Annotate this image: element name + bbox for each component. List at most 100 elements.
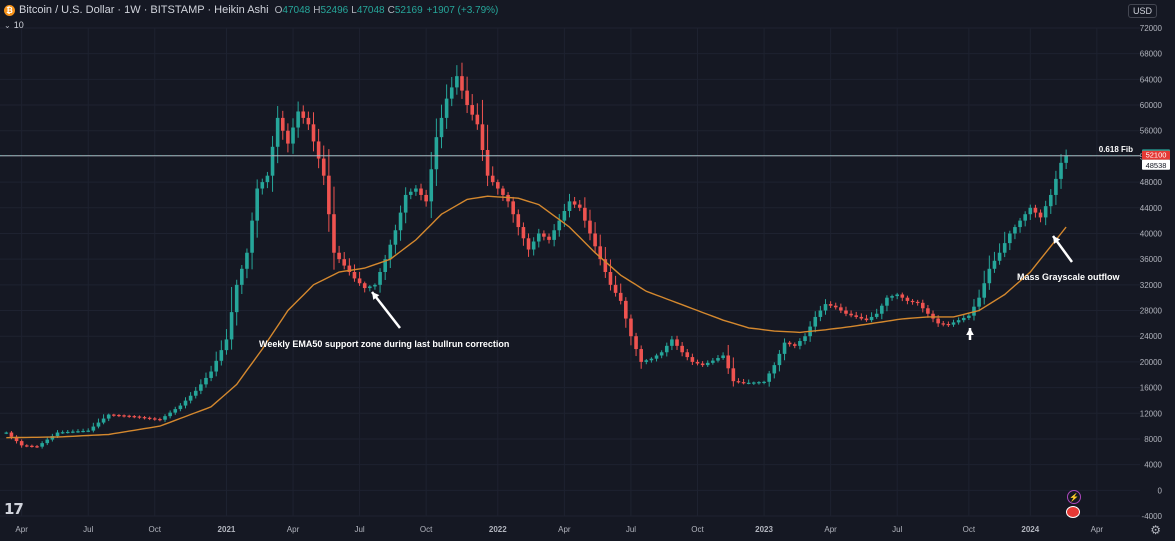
candle-body xyxy=(152,418,157,420)
candle-body xyxy=(844,310,848,314)
time-tick-label: Apr xyxy=(1091,525,1104,534)
fib-price-label-box xyxy=(1142,150,1170,160)
candle-body xyxy=(403,194,408,213)
candle-body xyxy=(931,313,935,319)
candle-body xyxy=(286,130,290,144)
candle-body xyxy=(951,322,956,325)
candle-body xyxy=(833,305,838,308)
candle-body xyxy=(65,431,70,434)
candle-body xyxy=(24,445,29,447)
high-label: H xyxy=(313,4,321,16)
candle-body xyxy=(275,117,280,147)
candle-body xyxy=(19,441,24,446)
candle-body xyxy=(81,430,85,433)
candle-body xyxy=(362,283,367,289)
candle-body xyxy=(864,318,869,321)
tradingview-logo[interactable]: 17 xyxy=(4,500,24,518)
gear-icon[interactable]: ⚙ xyxy=(1150,523,1161,537)
candle-body xyxy=(332,214,336,253)
price-tick-label: 8000 xyxy=(1144,435,1162,444)
candle-body xyxy=(444,98,449,118)
candle-body xyxy=(35,446,39,448)
candle-body xyxy=(818,310,823,317)
candle-body xyxy=(1018,220,1022,228)
candle-body xyxy=(670,339,674,346)
candle-body xyxy=(593,233,597,247)
candle-body xyxy=(639,349,643,362)
candle-body xyxy=(613,284,618,293)
candle-body xyxy=(608,272,613,285)
currency-button[interactable]: USD xyxy=(1127,4,1157,18)
candle-body xyxy=(368,286,372,289)
candle-body xyxy=(654,355,659,359)
candle-body xyxy=(700,363,705,366)
candle-body xyxy=(301,111,306,118)
candle-body xyxy=(1048,194,1053,207)
candle-body xyxy=(327,175,331,215)
candle-body xyxy=(439,117,444,138)
candle-body xyxy=(839,307,843,311)
fib-label: 0.618 Fib xyxy=(1099,145,1133,154)
candle-body xyxy=(168,412,172,417)
candle-body xyxy=(158,419,162,421)
candle-body xyxy=(183,400,188,406)
us-flag-icon[interactable] xyxy=(1066,506,1080,518)
ema-price-label: 48538 xyxy=(1146,161,1167,170)
candle-body xyxy=(188,395,193,401)
candle-body xyxy=(598,246,603,260)
candle-body xyxy=(1043,206,1048,218)
candle-body xyxy=(659,352,664,356)
annotations: Weekly EMA50 support zone during last bu… xyxy=(259,235,1121,349)
price-tick-label: 16000 xyxy=(1140,384,1163,393)
candle-body xyxy=(542,233,546,237)
candle-body xyxy=(521,227,526,239)
candle-body xyxy=(229,312,234,340)
candle-body xyxy=(1002,243,1007,253)
candle-body xyxy=(526,238,531,250)
symbol-title[interactable]: Bitcoin / U.S. Dollar · 1W · BITSTAMP · … xyxy=(19,4,269,16)
candle-body xyxy=(731,368,736,382)
candle-body xyxy=(250,220,254,253)
candle-body xyxy=(199,384,203,391)
candle-body xyxy=(455,76,459,88)
flash-icon[interactable]: ⚡ xyxy=(1067,490,1081,504)
fib-line: 0.618 Fib xyxy=(0,145,1140,157)
low-value: 47048 xyxy=(356,4,385,16)
candle-body xyxy=(117,414,121,417)
indicator-toggle[interactable]: ⌄ 10 xyxy=(4,20,24,30)
candle-body xyxy=(711,360,715,363)
candle-body xyxy=(869,316,874,321)
outflow-annotation: Mass Grayscale outflow xyxy=(1017,272,1121,282)
candle-body xyxy=(45,439,50,444)
candle-body xyxy=(1064,155,1068,163)
candle-body xyxy=(880,305,884,314)
time-tick-label: Apr xyxy=(558,525,571,534)
candle-body xyxy=(306,117,311,125)
candle-body xyxy=(726,355,731,369)
close-label: C xyxy=(387,4,395,16)
candle-body xyxy=(106,414,111,419)
candle-body xyxy=(127,415,131,417)
candle-body xyxy=(347,265,352,272)
grid-lines xyxy=(0,27,1140,517)
candle-body xyxy=(874,313,879,317)
candle-body xyxy=(721,355,725,359)
candle-body xyxy=(55,432,60,437)
candle-body xyxy=(644,360,649,362)
candle-body xyxy=(260,182,265,189)
candle-body xyxy=(885,297,889,306)
candle-body xyxy=(685,352,690,358)
candle-body xyxy=(434,137,439,170)
candle-body xyxy=(900,294,905,298)
ema-support-arrow-head xyxy=(372,292,380,300)
candle-body xyxy=(849,313,853,316)
candle-body xyxy=(910,300,915,303)
candle-body xyxy=(813,316,818,327)
close-value: 52169 xyxy=(394,4,423,16)
candle-body xyxy=(470,105,475,115)
candle-body xyxy=(946,324,951,326)
candle-body xyxy=(449,87,454,99)
open-value: 47048 xyxy=(282,4,311,16)
candle-body xyxy=(629,318,633,337)
